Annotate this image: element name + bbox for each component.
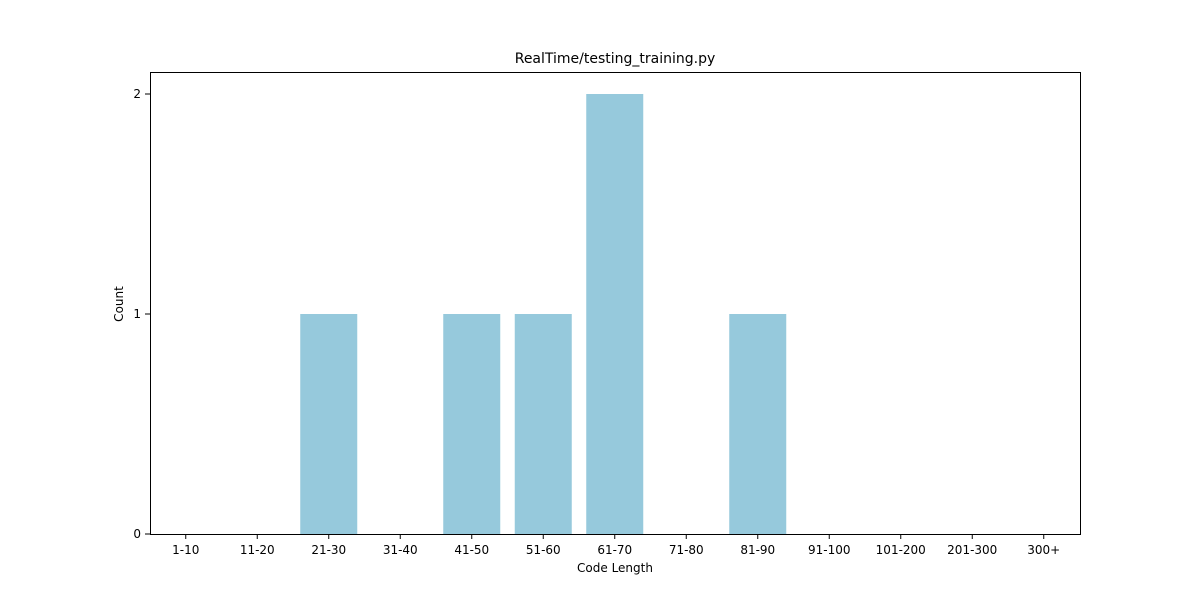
y-tick-label: 0	[133, 527, 141, 541]
x-tick-label: 11-20	[240, 543, 275, 557]
x-tick-label: 61-70	[597, 543, 632, 557]
bar-51-60	[514, 314, 572, 534]
y-axis-label: Count	[112, 286, 126, 322]
bar-41-50	[443, 314, 501, 534]
x-tick-label: 81-90	[740, 543, 775, 557]
x-tick-label: 101-200	[876, 543, 926, 557]
x-tick-label: 300+	[1027, 543, 1060, 557]
x-tick-label: 91-100	[808, 543, 851, 557]
y-tick-label: 2	[133, 87, 141, 101]
x-tick-label: 21-30	[311, 543, 346, 557]
bar-81-90	[729, 314, 787, 534]
chart-title: RealTime/testing_training.py	[515, 51, 716, 67]
x-tick-label: 51-60	[526, 543, 561, 557]
x-axis-ticks: 1-10 11-20 21-30 31-40 41-50 51-60 61-70 71-80 8…	[172, 534, 1060, 557]
x-tick-label: 31-40	[383, 543, 418, 557]
plot-area-frame	[150, 72, 1081, 535]
bar-61-70	[586, 94, 644, 534]
bars-layer	[300, 94, 787, 534]
x-tick-label: 1-10	[172, 543, 199, 557]
bar-21-30	[300, 314, 358, 534]
x-axis-label: Code Length	[577, 561, 653, 575]
y-axis-ticks: 0 1 2	[133, 87, 150, 541]
y-tick-label: 1	[133, 307, 141, 321]
x-tick-label: 201-300	[947, 543, 997, 557]
x-tick-label: 71-80	[669, 543, 704, 557]
x-tick-label: 41-50	[454, 543, 489, 557]
